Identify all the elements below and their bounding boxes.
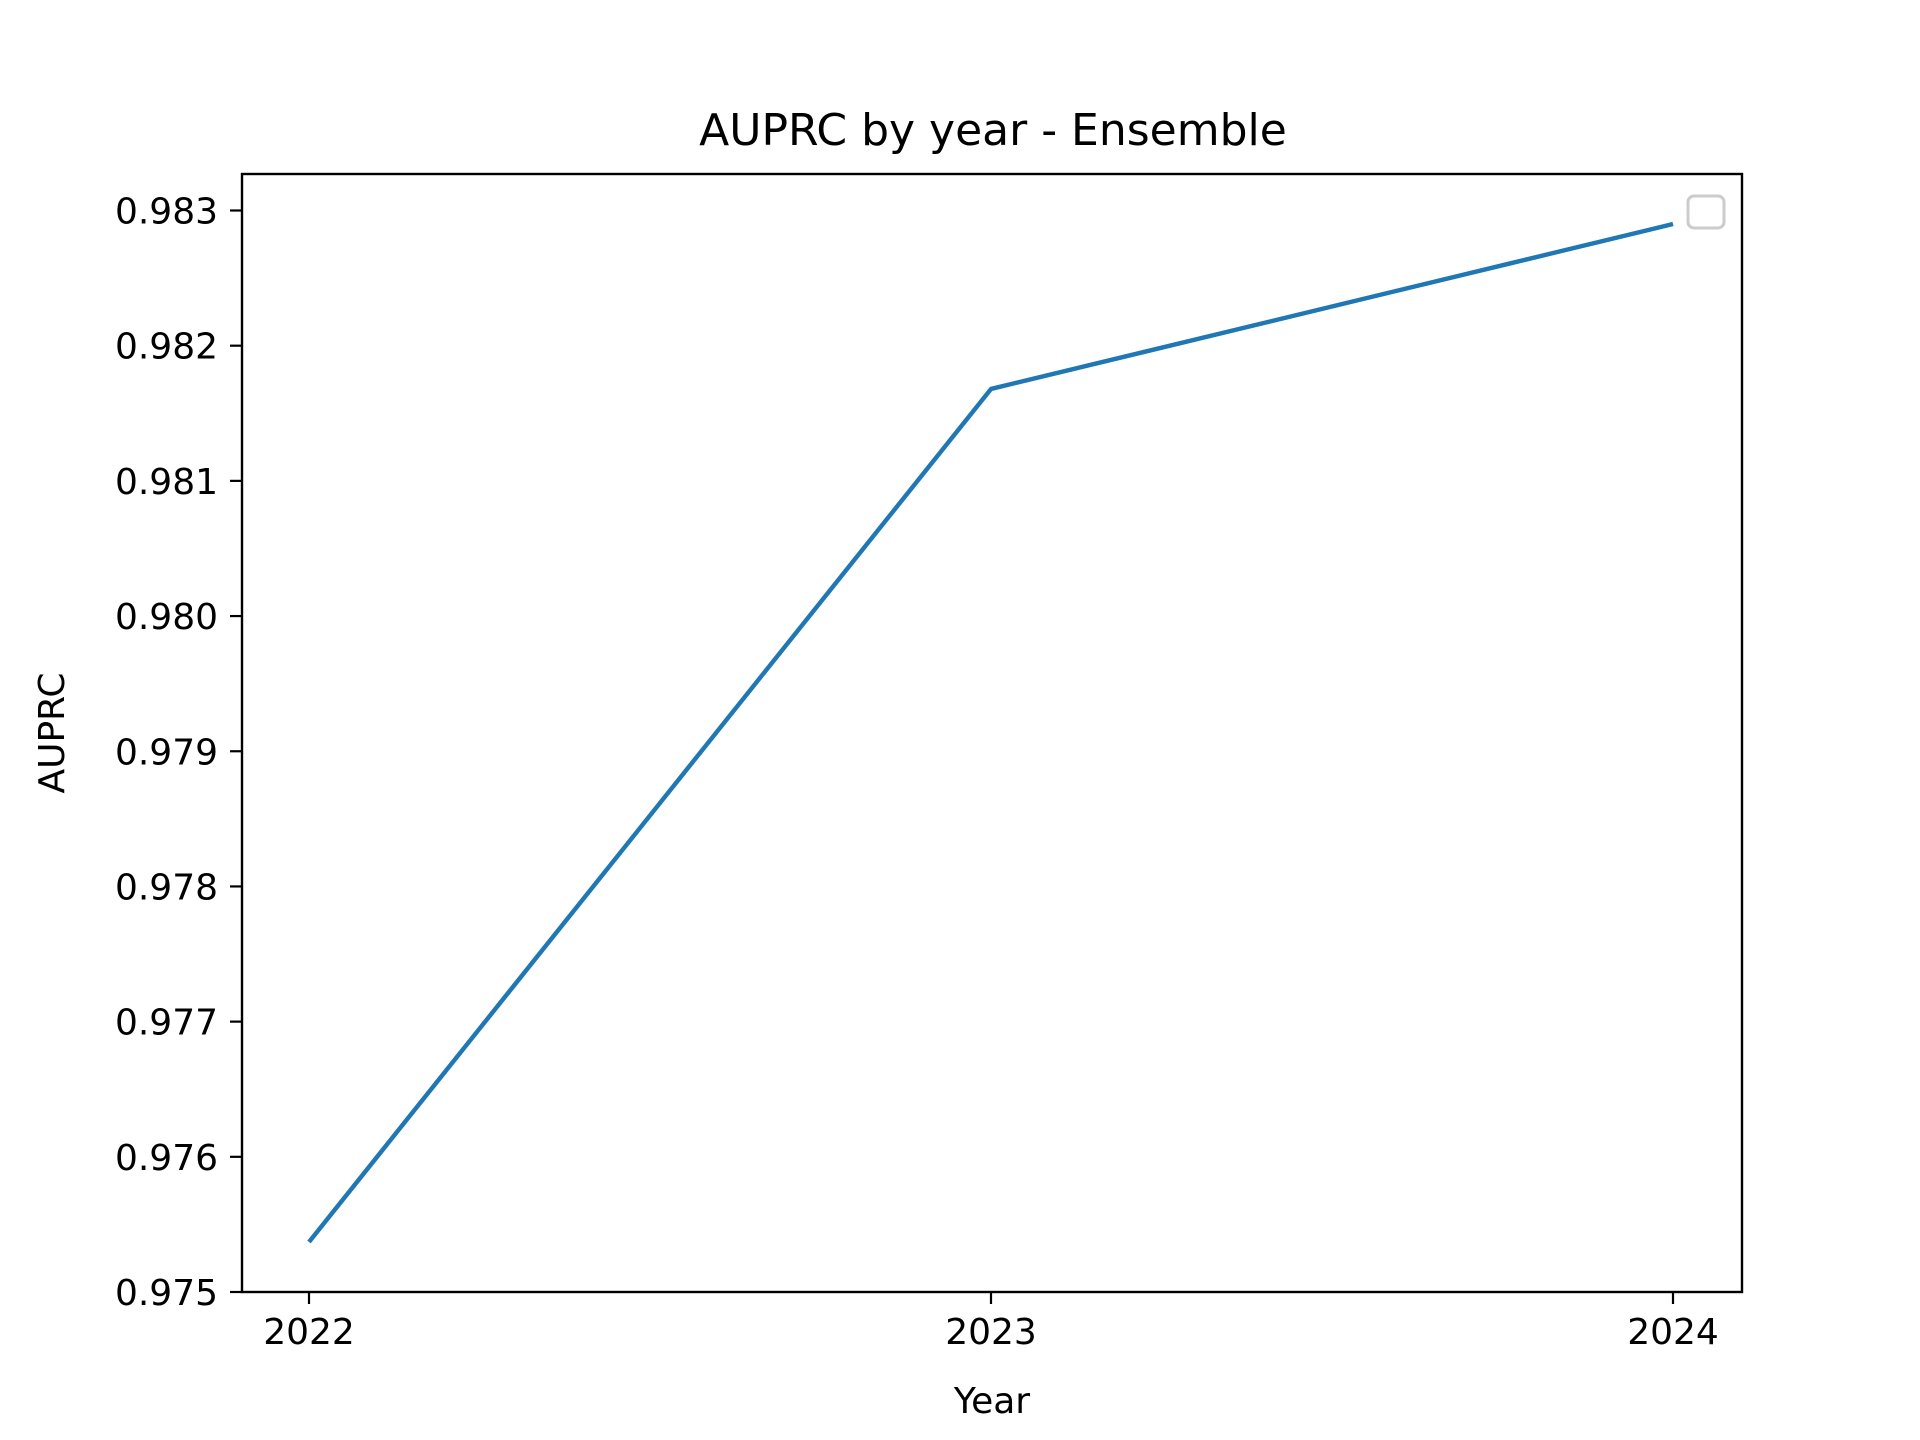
y-tick-label: 0.983: [115, 192, 218, 233]
x-tick-label: 2024: [1627, 1312, 1719, 1353]
plot-area-frame: [240, 172, 1744, 1294]
chart-title: AUPRC by year - Ensemble: [699, 105, 1287, 156]
y-tick-label: 0.977: [115, 1003, 218, 1044]
y-tick-label: 0.979: [115, 732, 218, 773]
x-tick-label: 2023: [945, 1312, 1037, 1353]
y-tick-label: 0.982: [115, 327, 218, 368]
x-axis-ticks: 2022 2023 2024: [263, 1292, 1719, 1353]
x-axis-label: Year: [953, 1381, 1030, 1422]
y-tick-label: 0.975: [115, 1273, 218, 1314]
y-tick-label: 0.980: [115, 597, 218, 638]
y-tick-label: 0.981: [115, 462, 218, 503]
y-tick-label: 0.976: [115, 1138, 218, 1179]
y-tick-label: 0.978: [115, 867, 218, 908]
x-tick-label: 2022: [263, 1312, 355, 1353]
y-axis-label: AUPRC: [32, 672, 73, 793]
y-axis-ticks: 0.975 0.976 0.977 0.978 0.979 0.980 0.981 0.982…: [115, 192, 242, 1314]
legend-box: [1686, 194, 1726, 230]
series-layer: [307, 221, 1674, 1244]
